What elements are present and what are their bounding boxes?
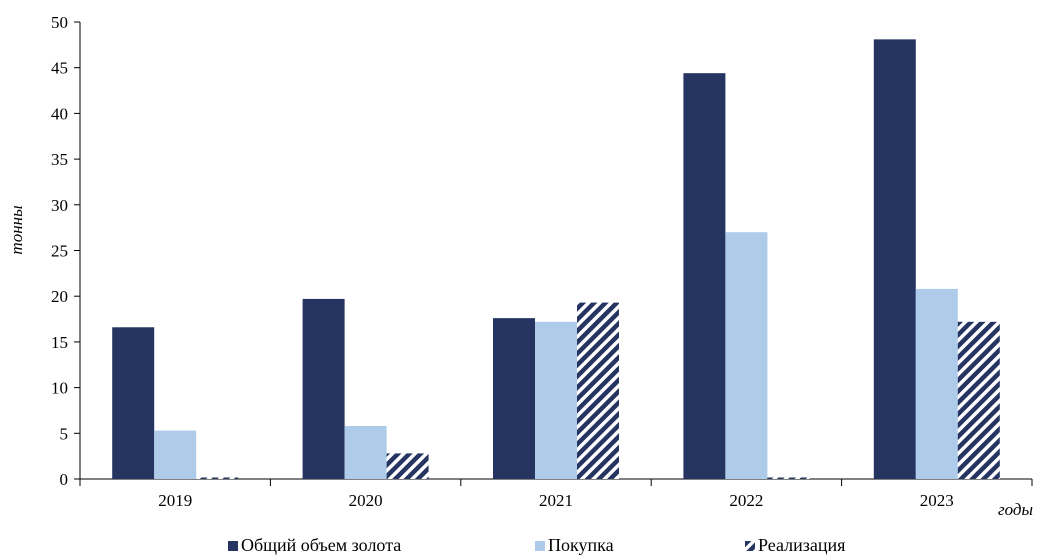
bar-sale-2021 xyxy=(577,302,619,479)
bar-purchase-2022 xyxy=(725,232,768,479)
legend-label-sale: Реализация xyxy=(758,535,846,555)
x-axis-title: годы xyxy=(998,500,1033,519)
y-tick-label: 45 xyxy=(51,59,68,78)
legend-item-sale: Реализация xyxy=(745,535,845,556)
legend-item-total: Общий объем золота xyxy=(228,535,401,556)
bar-purchase-2019 xyxy=(154,430,197,479)
y-tick-label: 40 xyxy=(51,104,68,123)
legend-swatch-total xyxy=(228,540,238,551)
x-tick-label: 2021 xyxy=(539,491,573,510)
bar-total-2019 xyxy=(112,327,155,479)
bar-sale-2020 xyxy=(386,453,429,479)
bar-total-2020 xyxy=(302,298,345,479)
legend-item-purchase: Покупка xyxy=(535,535,614,556)
y-tick-label: 50 xyxy=(51,13,68,32)
legend-swatch-sale xyxy=(745,540,755,551)
y-tick-label: 35 xyxy=(51,150,68,169)
bar-purchase-2020 xyxy=(344,425,387,479)
bars xyxy=(112,39,1000,480)
y-tick-label: 20 xyxy=(51,287,68,306)
bar-sale-2019 xyxy=(196,477,239,479)
legend-label-total: Общий объем золота xyxy=(241,535,402,555)
bar-total-2021 xyxy=(493,318,535,479)
y-tick-label: 15 xyxy=(51,333,68,352)
bar-purchase-2023 xyxy=(915,288,958,479)
bar-sale-2022 xyxy=(767,477,810,479)
bar-chart: 0 5 10 15 20 25 30 35 40 45 50 2019 2020 2021 2022 2023… xyxy=(7,13,1033,519)
tick-labels: 0 5 10 15 20 25 30 35 40 45 50 2019 2020 2021 2022 2023 xyxy=(51,13,954,510)
bar-purchase-2021 xyxy=(535,321,577,479)
legend-label-purchase: Покупка xyxy=(548,535,614,555)
x-tick-label: 2023 xyxy=(920,491,954,510)
y-axis-title: тонны xyxy=(7,205,26,254)
legend-swatch-purchase xyxy=(535,540,545,551)
y-tick-label: 25 xyxy=(51,242,68,261)
y-tick-label: 30 xyxy=(51,196,68,215)
x-tick-label: 2022 xyxy=(729,491,763,510)
y-tick-label: 0 xyxy=(60,470,69,489)
bar-total-2023 xyxy=(873,39,916,480)
legend: Общий объем золота Покупка Реализация xyxy=(0,533,1042,557)
bar-total-2022 xyxy=(683,73,726,480)
x-tick-label: 2019 xyxy=(158,491,192,510)
y-tick-label: 5 xyxy=(60,424,69,443)
x-tick-label: 2020 xyxy=(349,491,383,510)
y-tick-label: 10 xyxy=(51,379,68,398)
bar-sale-2023 xyxy=(957,321,1000,479)
